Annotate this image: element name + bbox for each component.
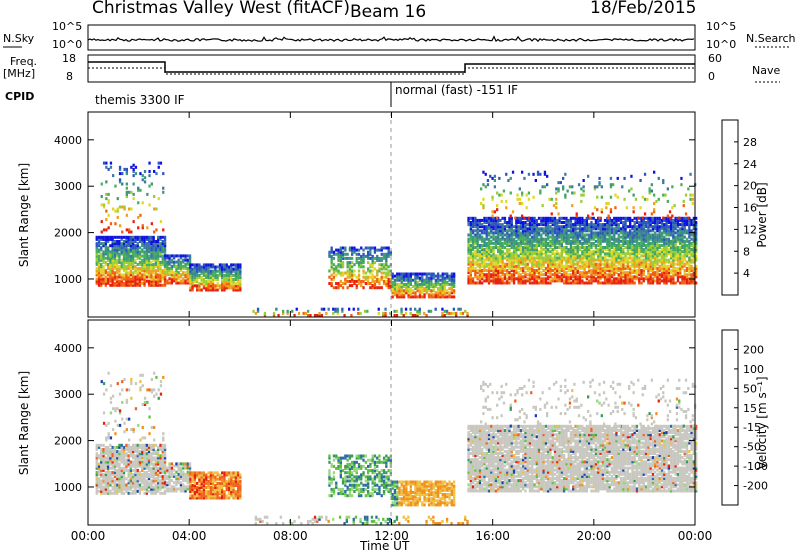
cpid-segment-2: normal (fast) -151 IF [395, 83, 519, 97]
power-colorbar-label: Power [dB] [755, 182, 769, 247]
velocity-ylabel: Slant Range [km] [17, 371, 31, 475]
freq-label: Freq. [10, 55, 38, 68]
nsky-tick-bottom: 10^0 [52, 38, 83, 51]
power-colorbar-tick: 16 [743, 202, 757, 215]
power-colorbar-tick: 20 [743, 180, 757, 193]
velocity-colorbar-tick: 100 [743, 363, 764, 376]
y-tick-label: 3000 [54, 180, 82, 193]
y-tick-label: 1000 [54, 273, 82, 286]
x-axis-ticks: 00:00 04:00 08:00 12:00 16:00 20:00 00:00 [71, 112, 713, 543]
nsearch-tick-bottom: 10^0 [706, 38, 737, 51]
nsky-panel [87, 24, 696, 51]
date-label: 18/Feb/2015 [590, 0, 697, 18]
velocity-colorbar-tick: 50 [743, 382, 757, 395]
velocity-colorbar-label: Velocity [m s⁻¹] [755, 376, 769, 469]
x-tick-label: 04:00 [172, 529, 207, 543]
x-tick-label: 12:00 [374, 529, 409, 543]
velocity-colorbar-tick: 200 [743, 343, 764, 356]
y-tick-label: 4000 [54, 342, 82, 355]
freq-tick-top: 18 [62, 52, 76, 65]
nave-tick-top: 60 [708, 52, 722, 65]
nave-trace [88, 67, 695, 75]
power-colorbar-tick: 8 [743, 245, 750, 258]
nsky-tick-top: 10^5 [52, 20, 83, 33]
power-colorbar-tick: 12 [743, 223, 757, 236]
cpid-label: CPID [5, 90, 35, 103]
freq-tick-bottom: 8 [66, 70, 73, 83]
y-tick-label: 2000 [54, 227, 82, 240]
power-ylabel: Slant Range [km] [17, 163, 31, 267]
velocity-colorbar: -200 -100 -50 -15 15 50 100 200 [721, 329, 768, 506]
x-axis-label: Time UT [360, 539, 410, 553]
freq-unit: [MHz] [3, 67, 36, 80]
y-tick-label: 2000 [54, 435, 82, 448]
freq-trace [88, 61, 695, 73]
freq-panel [87, 54, 696, 83]
power-panel: 1000 2000 3000 4000 [54, 111, 698, 318]
y-tick-label: 4000 [54, 134, 82, 147]
velocity-colorbar-tick: -200 [743, 480, 768, 493]
velocity-colorbar-tick: -50 [743, 441, 761, 454]
x-tick-label: 00:00 [71, 529, 106, 543]
velocity-colorbar-tick: 15 [743, 402, 757, 415]
nsearch-label: N.Search [746, 32, 796, 45]
power-colorbar-tick: 28 [743, 136, 757, 149]
power-colorbar-tick: 24 [743, 158, 757, 171]
x-tick-label: 16:00 [475, 529, 510, 543]
cpid-segment-1: themis 3300 IF [95, 93, 185, 107]
velocity-panel: 1000 2000 3000 4000 [54, 319, 698, 526]
power-colorbar-tick: 4 [743, 267, 750, 280]
y-tick-label: 3000 [54, 388, 82, 401]
nsearch-tick-top: 10^5 [706, 20, 737, 33]
station-title: Christmas Valley West (fitACF) [92, 0, 351, 18]
beam-label: Beam 16 [350, 2, 427, 22]
power-colorbar: 4 8 12 16 20 24 28 [721, 119, 757, 296]
y-tick-label: 1000 [54, 481, 82, 494]
x-tick-label: 00:00 [678, 529, 713, 543]
velocity-colorbar-tick: -100 [743, 460, 768, 473]
x-tick-label: 20:00 [577, 529, 612, 543]
nsky-trace [87, 35, 695, 43]
velocity-colorbar-tick: -15 [743, 421, 761, 434]
x-tick-label: 08:00 [273, 529, 308, 543]
nsky-label: N.Sky [3, 32, 35, 45]
nave-tick-bottom: 0 [708, 70, 715, 83]
nave-label: Nave [752, 64, 781, 77]
